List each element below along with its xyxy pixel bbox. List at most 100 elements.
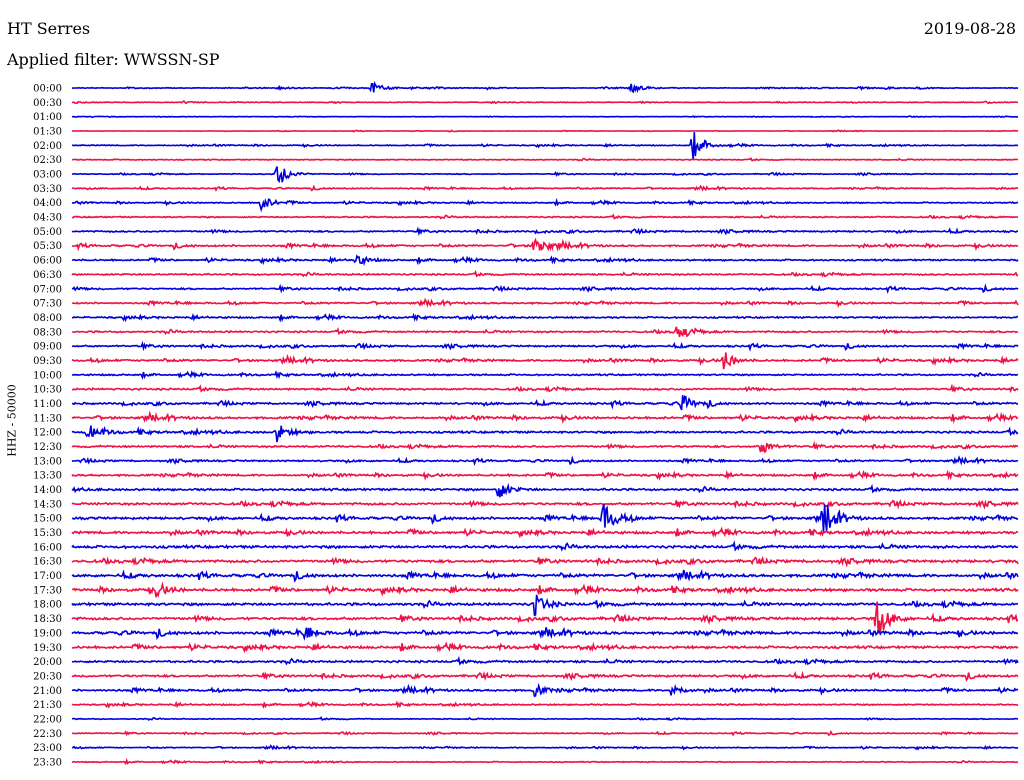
row-label: 19:00 <box>33 628 62 639</box>
row-label: 04:30 <box>33 213 62 224</box>
trace-0530 <box>71 237 1019 252</box>
row-label: 14:30 <box>33 499 62 510</box>
row-label: 06:00 <box>33 256 62 267</box>
seismic-traces <box>71 80 1019 766</box>
row-label: 19:30 <box>33 643 62 654</box>
row-label: 12:00 <box>33 428 62 439</box>
row-label: 09:30 <box>33 356 62 367</box>
trace-1130 <box>71 410 1019 425</box>
row-label: 23:00 <box>33 743 62 754</box>
trace-1630 <box>71 555 1019 568</box>
row-label: 04:00 <box>33 198 62 209</box>
trace-1700 <box>71 569 1019 583</box>
row-label: 16:00 <box>33 542 62 553</box>
row-label: 00:30 <box>33 98 62 109</box>
trace-2300 <box>72 744 1019 751</box>
row-label: 02:00 <box>33 141 62 152</box>
trace-2030 <box>71 670 1019 682</box>
trace-1000 <box>72 369 1019 380</box>
row-label: 02:30 <box>33 155 62 166</box>
row-label: 13:00 <box>33 456 62 467</box>
trace-0630 <box>71 269 1019 278</box>
trace-0830 <box>72 326 1019 338</box>
row-label: 05:30 <box>33 241 62 252</box>
trace-1300 <box>71 455 1019 467</box>
row-label: 07:00 <box>33 284 62 295</box>
row-label: 11:30 <box>33 413 62 424</box>
row-label: 06:30 <box>33 270 62 281</box>
trace-0130 <box>71 129 1019 133</box>
row-label: 07:30 <box>33 299 62 310</box>
row-label: 18:00 <box>33 600 62 611</box>
trace-0900 <box>71 340 1019 352</box>
row-label: 22:00 <box>33 714 62 725</box>
trace-2130 <box>71 700 1019 709</box>
trace-2230 <box>71 729 1019 737</box>
trace-0730 <box>71 297 1019 308</box>
trace-0600 <box>71 254 1019 267</box>
row-label: 18:30 <box>33 614 62 625</box>
row-label: 17:00 <box>33 571 62 582</box>
row-label: 11:00 <box>33 399 62 410</box>
trace-0930 <box>71 352 1019 370</box>
row-label: 17:30 <box>33 585 62 596</box>
trace-0330 <box>71 184 1019 192</box>
trace-2100 <box>71 682 1019 698</box>
row-label: 10:00 <box>33 370 62 381</box>
record-date: 2019-08-28 <box>923 19 1016 38</box>
row-label: 05:00 <box>33 227 62 238</box>
trace-0200 <box>71 132 1019 160</box>
trace-2330 <box>71 757 1019 766</box>
row-label: 23:30 <box>33 757 62 768</box>
filter-label: Applied filter: WWSSN-SP <box>7 50 220 69</box>
row-label: 21:00 <box>33 686 62 697</box>
trace-1400 <box>71 482 1019 498</box>
trace-1530 <box>71 526 1019 539</box>
row-label: 12:30 <box>33 442 62 453</box>
row-label: 20:00 <box>33 657 62 668</box>
trace-1330 <box>71 469 1019 482</box>
trace-1200 <box>71 425 1019 443</box>
row-label: 21:30 <box>33 700 62 711</box>
row-label: 03:00 <box>33 170 62 181</box>
row-label: 01:00 <box>33 112 62 123</box>
trace-0430 <box>71 213 1018 220</box>
trace-1800 <box>71 594 1019 617</box>
trace-1430 <box>71 499 1019 510</box>
row-label: 20:30 <box>33 671 62 682</box>
row-label: 01:30 <box>33 127 62 138</box>
trace-1930 <box>71 641 1019 654</box>
row-label: 10:30 <box>33 385 62 396</box>
row-label: 15:00 <box>33 514 62 525</box>
trace-0230 <box>71 157 1019 162</box>
trace-1100 <box>71 395 1019 411</box>
trace-0030 <box>71 100 1018 105</box>
row-label: 08:30 <box>33 327 62 338</box>
trace-0100 <box>71 115 1019 119</box>
row-label: 16:30 <box>33 557 62 568</box>
trace-2200 <box>71 716 1019 721</box>
row-labels: 00:00 00:30 01:00 01:30 02:00 02:30 03:00 03:30… <box>33 84 62 769</box>
trace-0800 <box>72 312 1018 323</box>
trace-2000 <box>71 655 1019 666</box>
trace-1230 <box>71 440 1018 454</box>
trace-1730 <box>71 581 1019 598</box>
row-label: 22:30 <box>33 729 62 740</box>
row-label: 14:00 <box>33 485 62 496</box>
trace-1600 <box>71 539 1019 552</box>
row-label: 03:30 <box>33 184 62 195</box>
trace-1830 <box>71 601 1019 634</box>
row-label: 15:30 <box>33 528 62 539</box>
trace-1500 <box>71 504 1019 533</box>
trace-0500 <box>71 226 1019 237</box>
row-label: 13:30 <box>33 471 62 482</box>
row-label: 08:00 <box>33 313 62 324</box>
trace-0700 <box>71 283 1019 295</box>
trace-1030 <box>71 383 1019 394</box>
trace-0300 <box>71 166 1018 184</box>
station-name: HT Serres <box>7 19 91 38</box>
row-label: 00:00 <box>33 84 62 95</box>
trace-0000 <box>72 80 1019 94</box>
trace-0400 <box>72 197 1019 213</box>
